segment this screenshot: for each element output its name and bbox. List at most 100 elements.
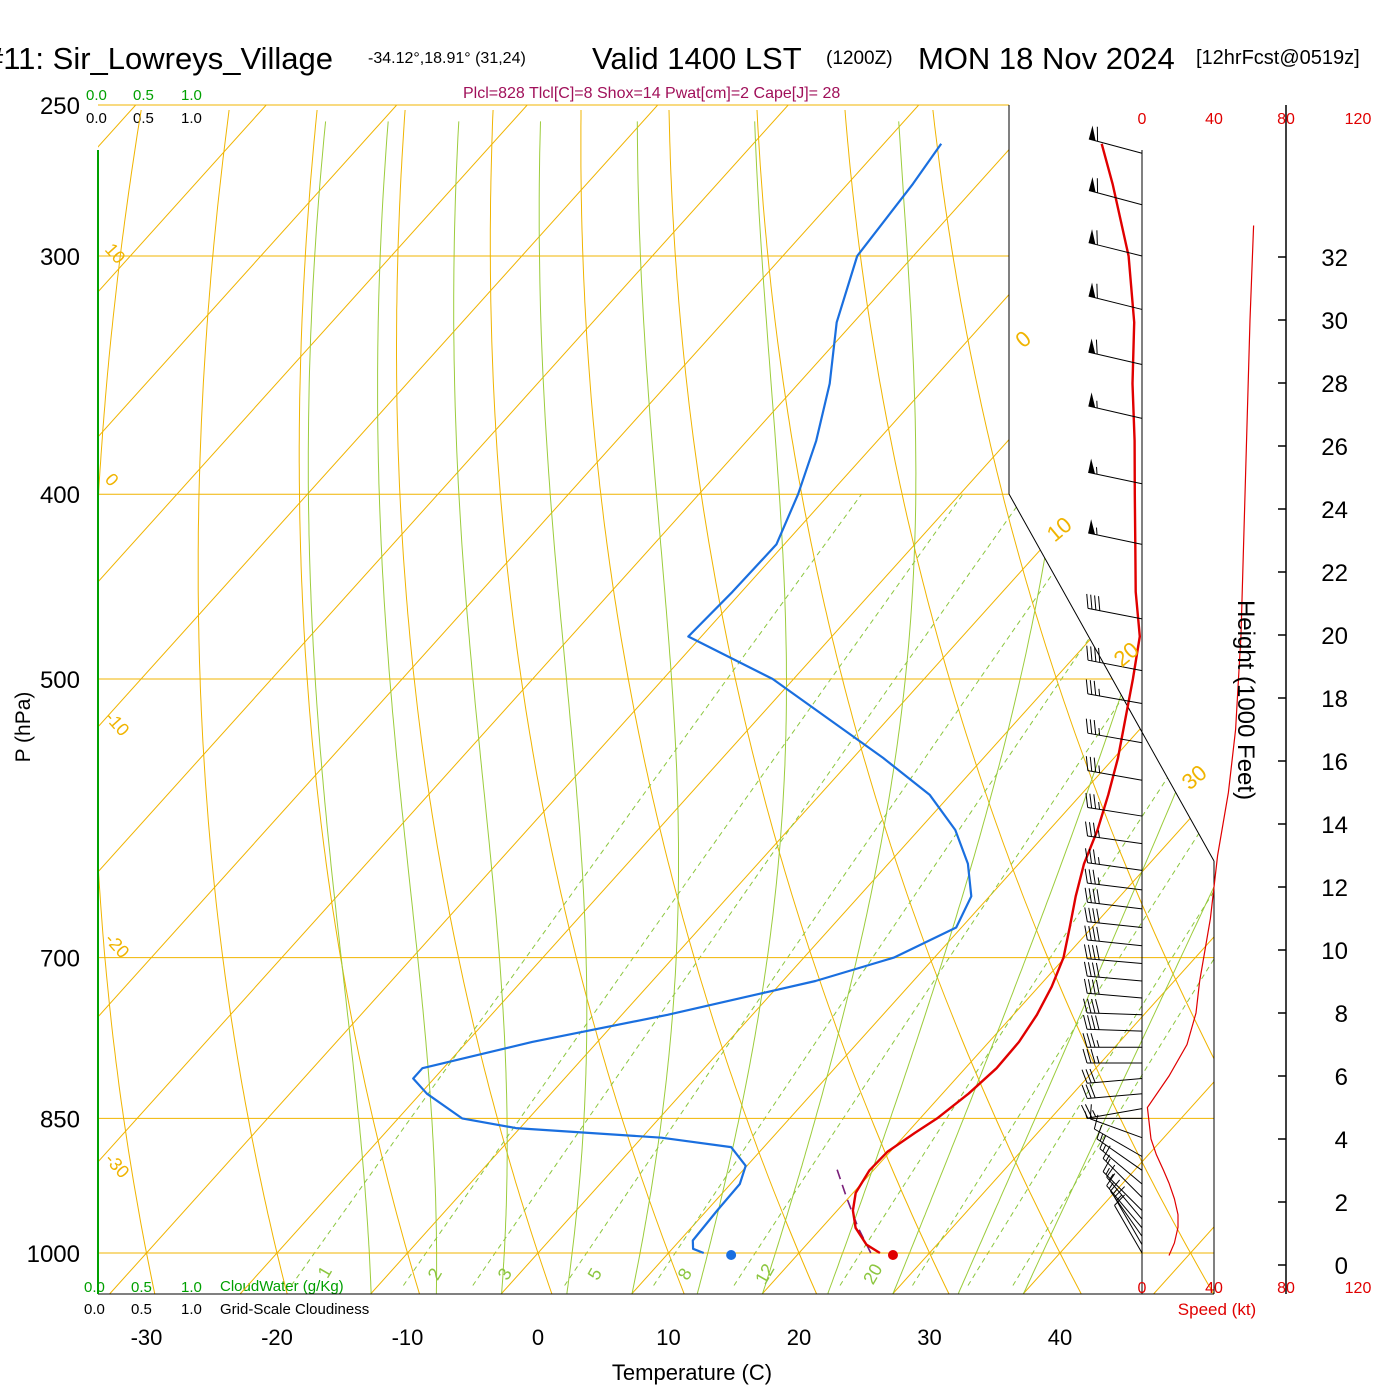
cloud-top-black-0: 0.0 xyxy=(86,110,107,127)
barb-half-flag xyxy=(1098,688,1101,697)
isotherm-line xyxy=(109,105,1181,1294)
barb-flag xyxy=(1092,926,1096,941)
barb-staff xyxy=(1106,1176,1143,1220)
speed-tick-bottom: 80 xyxy=(1277,1280,1295,1297)
speed-tick-top: 80 xyxy=(1277,111,1295,128)
barb-flag xyxy=(1081,1084,1088,1099)
barb-staff xyxy=(1087,659,1143,672)
barb-staff xyxy=(1087,1028,1143,1032)
cloud-scale-bottom: 0.0 0.5 1.0 CloudWater (g/Kg) 0.0 0.5 1.… xyxy=(84,1278,369,1318)
wind-panel: 0040408080120120024681012141618202224262… xyxy=(1081,105,1371,1297)
barb-staff xyxy=(1087,882,1143,891)
barb-flag xyxy=(1091,998,1096,1014)
barb-staff xyxy=(1087,975,1143,982)
barb-flag xyxy=(1091,962,1096,977)
height-tick-label: 0 xyxy=(1335,1253,1348,1280)
isotherm-line xyxy=(98,105,789,1294)
barb-staff xyxy=(1094,1128,1143,1157)
cloudiness-label: Grid-Scale Cloudiness xyxy=(220,1301,369,1318)
barb-staff xyxy=(1087,992,1143,999)
barb-flag xyxy=(1088,888,1092,903)
temperature-line xyxy=(851,143,1142,1255)
height-tick-label: 12 xyxy=(1321,875,1348,902)
barb-flag xyxy=(1092,908,1096,923)
barb-staff xyxy=(1087,901,1143,910)
barb-staff xyxy=(1088,138,1143,154)
barb-flag xyxy=(1081,1104,1089,1119)
barb-flag xyxy=(1102,1145,1111,1159)
barb-flag xyxy=(1090,1048,1096,1064)
mixing-ratio-label: 8 xyxy=(674,1265,696,1284)
barb-staff xyxy=(1110,1190,1143,1237)
barb-flag xyxy=(1092,849,1096,864)
moist-adiabat xyxy=(696,121,787,1294)
barb-staff xyxy=(1087,1108,1143,1119)
barb-flag xyxy=(1102,1158,1111,1172)
wind-barb xyxy=(1081,1084,1143,1099)
barb-pennant xyxy=(1088,282,1096,298)
barb-staff xyxy=(1087,806,1143,817)
dry-adiabat xyxy=(756,109,1082,1294)
cloud-bottom-green-0: 0.0 xyxy=(84,1279,105,1296)
barb-staff xyxy=(1087,770,1143,781)
barb-half-flag xyxy=(1098,727,1101,736)
cloud-bottom-black-0: 0.0 xyxy=(84,1301,105,1318)
mixing-ratio-label: 12 xyxy=(751,1260,778,1287)
barb-staff xyxy=(1087,862,1143,871)
wind-barb xyxy=(1083,961,1143,982)
barb-flag xyxy=(1099,1135,1107,1149)
barb-flag xyxy=(1093,720,1097,735)
barb-flag xyxy=(1085,718,1089,734)
barb-staff xyxy=(1088,532,1143,545)
wind-barb xyxy=(1114,1186,1143,1245)
barb-flag xyxy=(1095,962,1100,978)
dry-adiabat xyxy=(98,109,156,1294)
height-tick-label: 4 xyxy=(1335,1127,1348,1154)
cloud-bottom-black-2: 1.0 xyxy=(181,1301,202,1318)
x-tick-label: -30 xyxy=(131,1325,163,1350)
isotherm-label: 10 xyxy=(101,239,129,267)
barb-flag xyxy=(1087,962,1092,977)
barb-staff xyxy=(1087,1012,1143,1016)
barb-half-flag xyxy=(1098,802,1101,810)
x-axis-title: Temperature (C) xyxy=(612,1360,772,1385)
barb-staff xyxy=(1088,405,1143,419)
mixing-ratio-line xyxy=(290,493,862,1286)
wind-barb xyxy=(1081,1104,1143,1119)
dry-adiabat xyxy=(298,109,420,1294)
barb-staff xyxy=(1088,190,1143,206)
wind-barb xyxy=(1088,392,1143,419)
moist-adiabat xyxy=(957,121,1214,1294)
barb-flag xyxy=(1089,1104,1092,1119)
moist-adiabat xyxy=(453,121,508,1294)
barb-staff xyxy=(1102,1171,1143,1211)
mixing-ratio-line xyxy=(564,493,1109,1286)
barb-half-flag xyxy=(1097,877,1100,885)
cloud-top-green-1: 0.5 xyxy=(133,87,154,104)
pressure-tick-label: 500 xyxy=(40,667,80,694)
isotherm-line xyxy=(98,105,1050,1294)
dry-adiabat xyxy=(489,109,685,1294)
barb-staff xyxy=(1087,921,1143,929)
clipped-grid xyxy=(98,105,1214,1294)
moist-adiabat xyxy=(762,121,917,1294)
barb-staff xyxy=(1087,939,1143,947)
wind-barb xyxy=(1089,1104,1143,1139)
barb-flag xyxy=(1085,1069,1092,1084)
wind-barb xyxy=(1084,887,1143,910)
mixing-ratio-label: 20 xyxy=(859,1260,886,1287)
pressure-tick-label: 700 xyxy=(40,946,80,973)
wind-barb xyxy=(1088,229,1143,257)
isotherm-label: 0 xyxy=(101,469,123,490)
barb-flag xyxy=(1089,756,1093,772)
dry-adiabat xyxy=(932,109,1214,1294)
pressure-tick-label: 250 xyxy=(40,93,80,120)
barb-flag xyxy=(1092,869,1096,885)
barb-flag xyxy=(1085,1084,1092,1099)
moist-adiabat xyxy=(377,121,438,1294)
pressure-tick-label: 1000 xyxy=(27,1241,80,1268)
barb-pennant xyxy=(1088,338,1096,354)
barb-pennant xyxy=(1088,458,1096,474)
barb-flag xyxy=(1091,945,1096,960)
